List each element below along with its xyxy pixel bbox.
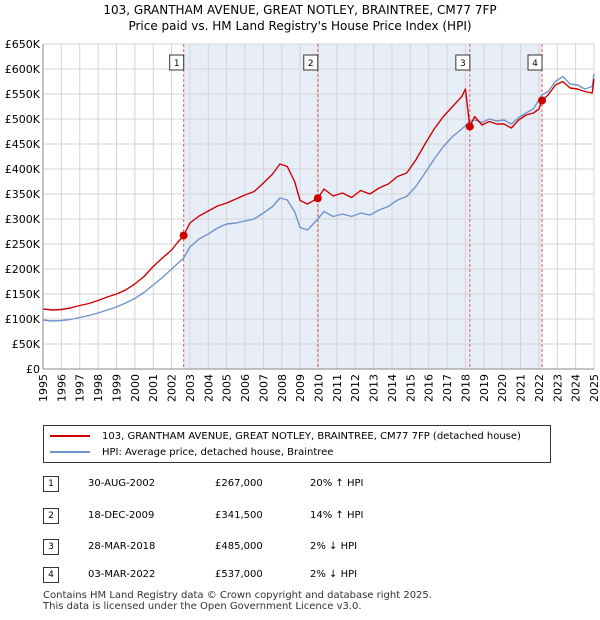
y-tick-label: £450K [5, 138, 41, 151]
transaction-point [538, 96, 547, 105]
y-tick-label: £0 [26, 363, 40, 376]
legend: 103, GRANTHAM AVENUE, GREAT NOTLEY, BRAI… [43, 425, 551, 463]
x-tick-label: 2014 [386, 374, 399, 402]
legend-label-property: 103, GRANTHAM AVENUE, GREAT NOTLEY, BRAI… [102, 430, 521, 442]
y-tick-label: £300K [5, 213, 41, 226]
x-tick-label: 2016 [423, 374, 436, 402]
x-tick-label: 2025 [588, 374, 600, 402]
legend-swatch-hpi [50, 451, 90, 453]
legend-item-hpi: HPI: Average price, detached house, Brai… [50, 445, 333, 459]
transaction-price: £267,000 [215, 478, 263, 489]
y-tick-label: £600K [5, 63, 41, 76]
transaction-date: 28-MAR-2018 [88, 541, 156, 552]
transaction-hpi-diff: 2% ↓ HPI [310, 569, 358, 580]
transaction-point [465, 122, 474, 131]
y-tick-label: £650K [5, 38, 41, 51]
transaction-marker-label: 2 [308, 59, 314, 69]
y-tick-label: £100K [5, 313, 41, 326]
x-tick-label: 1997 [74, 374, 87, 402]
x-tick-label: 2019 [478, 374, 491, 402]
transaction-hpi-diff: 14% ↑ HPI [310, 510, 364, 521]
x-tick-label: 2006 [239, 374, 252, 402]
transaction-marker-box [169, 54, 185, 71]
ownership-shade [183, 44, 318, 369]
x-tick-label: 2003 [184, 374, 197, 402]
legend-swatch-property [50, 435, 90, 437]
x-tick-label: 2018 [459, 374, 472, 402]
transaction-number: 4 [43, 567, 59, 583]
x-tick-label: 2011 [331, 374, 344, 402]
legend-label-hpi: HPI: Average price, detached house, Brai… [102, 446, 334, 458]
transaction-date: 18-DEC-2009 [88, 510, 155, 521]
x-tick-label: 2024 [570, 374, 583, 402]
x-tick-label: 2013 [368, 374, 381, 402]
y-tick-label: £200K [5, 263, 41, 276]
transaction-hpi-diff: 2% ↓ HPI [310, 541, 358, 552]
x-tick-label: 1999 [110, 374, 123, 402]
x-tick-label: 1996 [55, 374, 68, 402]
y-tick-label: £50K [12, 338, 41, 351]
y-tick-label: £500K [5, 113, 41, 126]
x-tick-label: 1995 [37, 374, 50, 402]
footer-license: This data is licensed under the Open Gov… [43, 601, 362, 612]
transaction-marker-box [455, 54, 471, 71]
x-tick-label: 1998 [92, 374, 105, 402]
transaction-number: 1 [43, 476, 59, 492]
x-tick-label: 2005 [221, 374, 234, 402]
x-tick-label: 2020 [496, 374, 509, 402]
x-tick-label: 2007 [257, 374, 270, 402]
y-tick-label: £400K [5, 163, 41, 176]
transaction-number: 3 [43, 539, 59, 555]
transaction-price: £485,000 [215, 541, 263, 552]
transaction-marker-box [527, 54, 543, 71]
chart-subtitle: Price paid vs. HM Land Registry's House … [128, 19, 472, 33]
x-tick-label: 2004 [202, 374, 215, 402]
transaction-marker-label: 3 [460, 59, 466, 69]
transaction-row: 3 28-MAR-2018 £485,000 2% ↓ HPI [43, 539, 563, 559]
y-tick-label: £150K [5, 288, 41, 301]
hpi-line [42, 73, 595, 322]
transaction-row: 4 03-MAR-2022 £537,000 2% ↓ HPI [43, 567, 563, 587]
property-price-line [42, 78, 595, 311]
legend-item-property: 103, GRANTHAM AVENUE, GREAT NOTLEY, BRAI… [50, 429, 521, 443]
y-tick-label: £350K [5, 188, 41, 201]
x-tick-label: 2012 [349, 374, 362, 402]
x-tick-label: 2023 [551, 374, 564, 402]
transaction-marker-box [303, 54, 319, 71]
transaction-point [179, 231, 188, 240]
x-tick-label: 2008 [276, 374, 289, 402]
price-chart: 1 2 3 4 £0 £50K £100K £150K £200K £250K £300K £350K… [5, 38, 600, 402]
transaction-row: 2 18-DEC-2009 £341,500 14% ↑ HPI [43, 508, 563, 528]
x-tick-label: 2021 [515, 374, 528, 402]
ownership-shade [469, 44, 543, 369]
transaction-price: £537,000 [215, 569, 263, 580]
chart-title: 103, GRANTHAM AVENUE, GREAT NOTLEY, BRAI… [103, 3, 497, 17]
transaction-price: £341,500 [215, 510, 263, 521]
transaction-hpi-diff: 20% ↑ HPI [310, 478, 364, 489]
x-tick-label: 2010 [313, 374, 326, 402]
x-tick-label: 2022 [533, 374, 546, 402]
x-tick-label: 2009 [294, 374, 307, 402]
transaction-row: 1 30-AUG-2002 £267,000 20% ↑ HPI [43, 476, 563, 496]
y-tick-label: £550K [5, 88, 41, 101]
transaction-date: 03-MAR-2022 [88, 569, 156, 580]
ownership-shade [317, 44, 470, 369]
transaction-point [313, 194, 322, 203]
x-tick-label: 2001 [147, 374, 160, 402]
y-tick-label: £250K [5, 238, 41, 251]
transaction-number: 2 [43, 508, 59, 524]
x-tick-label: 2000 [129, 374, 142, 402]
transaction-marker-label: 1 [174, 59, 180, 69]
x-tick-label: 2002 [166, 374, 179, 402]
footer-copyright: Contains HM Land Registry data © Crown c… [43, 590, 432, 601]
x-tick-label: 2015 [404, 374, 417, 402]
x-tick-label: 2017 [441, 374, 454, 402]
transaction-date: 30-AUG-2002 [88, 478, 156, 489]
transaction-marker-label: 4 [532, 59, 538, 69]
